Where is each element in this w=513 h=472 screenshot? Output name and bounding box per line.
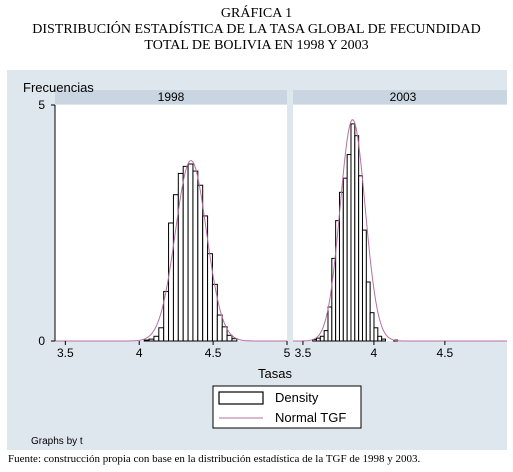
legend-normal-label: Normal TGF <box>275 410 346 425</box>
histogram-bar-2003-2 <box>319 335 325 342</box>
histogram-bar-2003-9 <box>346 154 352 342</box>
figure-subtitle: TOTAL DE BOLIVIA EN 1998 Y 2003 <box>144 38 369 53</box>
histogram-bar-2003-1 <box>315 337 321 342</box>
histogram-bar-1998-8 <box>182 165 189 342</box>
y-tick-label-0: 0 <box>38 334 45 348</box>
x-tick-label-2003-0: 3.5 <box>295 346 312 360</box>
panel-title-2003: 2003 <box>390 90 417 104</box>
x-tick-label-1998-2: 4.5 <box>205 346 222 360</box>
histogram-bar-1998-2 <box>153 335 160 342</box>
histogram-bar-1998-9 <box>187 163 194 342</box>
panel-title-1998: 1998 <box>158 90 185 104</box>
histogram-bar-2003-15 <box>369 312 375 342</box>
histogram-bar-2003-14 <box>365 281 371 342</box>
graphs-by-note: Graphs by t <box>31 436 83 447</box>
histogram-bar-2003-11 <box>354 135 360 342</box>
legend: Density Normal TGF <box>212 385 362 429</box>
figure-title: DISTRIBUCIÓN ESTADÍSTICA DE LA TASA GLOB… <box>32 22 481 37</box>
panel-strip-2003 <box>293 90 507 104</box>
histogram-bar-1998-10 <box>192 170 199 342</box>
histogram-bar-2003-8 <box>342 177 348 342</box>
histogram-bar-2003-7 <box>338 191 344 342</box>
y-tick-label-1: 5 <box>38 98 45 112</box>
legend-density-label: Density <box>275 390 319 405</box>
histogram-bar-2003-17 <box>377 335 383 342</box>
histogram-bar-2003-10 <box>350 123 356 342</box>
histogram-bar-1998-5 <box>168 222 174 342</box>
histogram-bar-2003-18 <box>381 338 386 342</box>
panel-strip-1998 <box>55 90 287 104</box>
histogram-bar-1998-3 <box>158 327 165 342</box>
normal-curve-2003 <box>293 119 507 342</box>
histogram-bar-2003-12 <box>358 175 363 342</box>
x-tick-label-1998-0: 3.5 <box>57 346 74 360</box>
x-tick-label-1998-3: 5 <box>284 346 291 360</box>
histogram-bar-1998-1 <box>148 338 155 342</box>
x-tick-label-1998-1: 4 <box>136 346 143 360</box>
histogram-bar-1998-0 <box>143 339 150 342</box>
histogram-bar-2003-16 <box>373 327 379 342</box>
x-tick-label-2003-1: 4 <box>371 346 378 360</box>
x-tick-label-2003-2: 4.5 <box>437 346 454 360</box>
source-note: Fuente: construcción propia con base en … <box>8 453 421 465</box>
histogram-bar-1998-18 <box>231 338 238 342</box>
histogram-bar-2003-3 <box>323 330 329 342</box>
histogram-bar-1998-15 <box>216 314 223 342</box>
histogram-bar-2003-4 <box>327 306 333 342</box>
figure-number: GRÁFICA 1 <box>220 6 293 21</box>
y-axis-label: Frecuencias <box>23 80 94 95</box>
histogram-bar-1998-11 <box>197 184 204 342</box>
legend-density-swatch <box>218 391 264 405</box>
plot-area-2003 <box>293 105 507 341</box>
histogram-chart: 1998 3.5 4 4.5 5 0 5 2003 3.5 4 4.5 Frecuencias Ta… <box>7 70 507 450</box>
histogram-bar-1998-17 <box>226 334 233 342</box>
histogram-bar-1998-16 <box>221 326 228 342</box>
normal-curve-1998 <box>55 159 287 342</box>
histogram-bar-2003-13 <box>361 229 367 342</box>
x-axis-label: Tasas <box>258 366 292 381</box>
chart-panels: 1998 3.5 4 4.5 5 0 5 2003 3.5 4 4.5 <box>38 90 507 360</box>
